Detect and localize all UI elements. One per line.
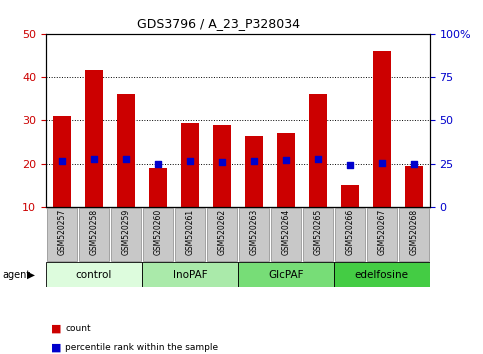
- Text: GDS3796 / A_23_P328034: GDS3796 / A_23_P328034: [137, 17, 300, 30]
- Point: [58, 158, 66, 164]
- Text: GSM520261: GSM520261: [185, 209, 194, 255]
- Bar: [46, 262, 142, 287]
- Text: count: count: [65, 324, 91, 333]
- Text: GSM520268: GSM520268: [410, 209, 418, 255]
- Bar: [373, 51, 391, 207]
- Text: GSM520257: GSM520257: [57, 209, 66, 255]
- Point: [186, 158, 194, 164]
- Bar: [142, 208, 173, 261]
- Bar: [277, 133, 295, 207]
- Text: control: control: [76, 270, 112, 280]
- Bar: [181, 122, 199, 207]
- Point: [122, 156, 130, 162]
- Text: GSM520260: GSM520260: [154, 209, 162, 255]
- Text: InoPAF: InoPAF: [172, 270, 207, 280]
- Bar: [213, 125, 231, 207]
- Bar: [174, 208, 205, 261]
- Bar: [85, 70, 103, 207]
- Text: GSM520259: GSM520259: [121, 209, 130, 255]
- Bar: [270, 208, 301, 261]
- Text: GSM520267: GSM520267: [377, 209, 386, 255]
- Bar: [46, 208, 77, 261]
- Text: GSM520262: GSM520262: [217, 209, 227, 255]
- Text: GSM520263: GSM520263: [249, 209, 258, 255]
- Text: GSM520258: GSM520258: [89, 209, 99, 255]
- Point: [378, 160, 386, 166]
- Bar: [405, 166, 423, 207]
- Bar: [245, 136, 263, 207]
- Bar: [341, 185, 359, 207]
- Text: ▶: ▶: [27, 270, 35, 280]
- Bar: [309, 95, 327, 207]
- Point: [410, 161, 418, 167]
- Point: [282, 158, 290, 163]
- Text: agent: agent: [2, 270, 30, 280]
- Bar: [79, 208, 109, 261]
- Text: GSM520265: GSM520265: [313, 209, 322, 255]
- Bar: [149, 168, 167, 207]
- Bar: [398, 208, 429, 261]
- Bar: [142, 262, 238, 287]
- Bar: [334, 262, 430, 287]
- Text: GSM520266: GSM520266: [345, 209, 355, 255]
- Bar: [302, 208, 333, 261]
- Point: [218, 159, 226, 165]
- Bar: [335, 208, 365, 261]
- Point: [314, 156, 322, 161]
- Bar: [117, 95, 135, 207]
- Text: ■: ■: [51, 343, 61, 353]
- Text: percentile rank within the sample: percentile rank within the sample: [65, 343, 218, 352]
- Text: GSM520264: GSM520264: [282, 209, 290, 255]
- Bar: [111, 208, 141, 261]
- Bar: [239, 208, 269, 261]
- Point: [346, 162, 354, 168]
- Text: ■: ■: [51, 323, 61, 333]
- Point: [250, 158, 258, 164]
- Text: edelfosine: edelfosine: [355, 270, 409, 280]
- Bar: [238, 262, 334, 287]
- Text: GlcPAF: GlcPAF: [268, 270, 304, 280]
- Point: [90, 156, 98, 161]
- Bar: [53, 116, 71, 207]
- Bar: [367, 208, 397, 261]
- Point: [154, 161, 162, 167]
- Bar: [207, 208, 237, 261]
